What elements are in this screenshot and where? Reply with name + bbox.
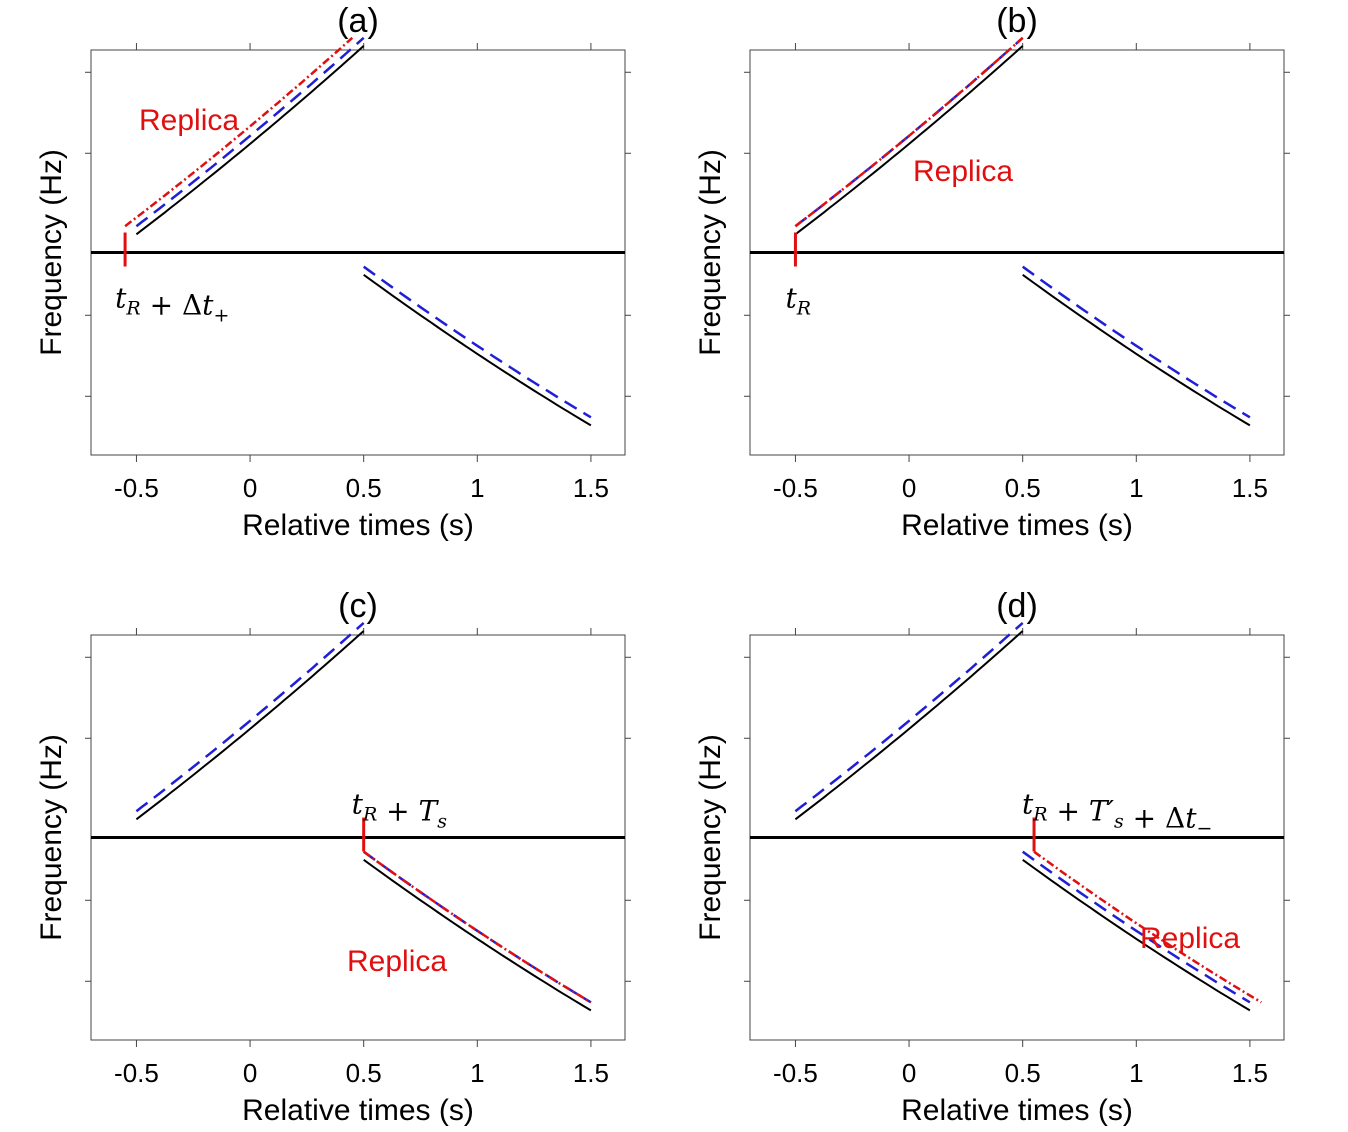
signal-down-curve [363,273,592,427]
x-tick-label: 1.5 [1232,473,1268,503]
y-axis-label: Frequency (Hz) [35,734,68,941]
replica-label: Replica [913,155,1013,188]
signal-down-curve [1022,858,1251,1012]
x-tick-label: -0.5 [773,473,818,503]
panel-title: (a) [337,2,379,40]
doppler-down-curve [362,265,592,419]
x-axis-label: Relative times (s) [901,1094,1133,1127]
panel-title: (b) [996,2,1038,40]
x-tick-label: 0.5 [1005,473,1041,503]
x-tick-label: 0 [243,1058,257,1088]
y-axis-label: Frequency (Hz) [694,734,727,941]
replica-curve [794,36,1024,228]
x-tick-label: 1 [1129,1058,1143,1088]
x-tick-label: 1.5 [573,473,609,503]
signal-down-curve [1022,273,1251,427]
marker-label: tR [785,282,811,320]
signal-up-curve [794,630,1024,821]
x-axis-label: Relative times (s) [242,1094,474,1127]
replica-curve [362,850,592,1004]
signal-down-curve [363,858,592,1012]
marker-label: tR + Δt+ [115,282,229,327]
x-tick-label: -0.5 [114,1058,159,1088]
y-axis-label: Frequency (Hz) [694,149,727,356]
panel-title: (d) [996,587,1038,625]
x-tick-label: -0.5 [114,473,159,503]
x-tick-label: 0 [902,1058,916,1088]
doppler-up-curve [135,621,365,813]
x-tick-label: 0.5 [346,473,382,503]
doppler-up-curve [135,36,365,228]
doppler-up-curve [794,621,1024,813]
x-tick-label: 1 [1129,473,1143,503]
x-tick-label: 1.5 [573,1058,609,1088]
doppler-up-curve [794,36,1024,228]
panel-2: -0.5 0 0.5 1 1.5 (b) Relative times (s) Frequen… [694,2,1290,542]
x-tick-label: 0 [902,473,916,503]
panel-3: -0.5 0 0.5 1 1.5 (c) Relative times (s) Frequen… [35,587,631,1127]
x-tick-label: 0.5 [1005,1058,1041,1088]
doppler-down-curve [1021,850,1251,1004]
signal-up-curve [794,45,1024,236]
x-tick-label: 1 [470,1058,484,1088]
signal-up-curve [135,630,365,821]
replica-curve [124,36,354,228]
replica-label: Replica [1140,922,1240,955]
x-axis-label: Relative times (s) [901,509,1133,542]
marker-label: tR + T′s + Δt− [1022,788,1212,840]
x-tick-label: 1 [470,473,484,503]
panel-title: (c) [338,587,378,625]
x-tick-label: -0.5 [773,1058,818,1088]
replica-label: Replica [139,104,239,137]
signal-up-curve [135,45,365,236]
x-tick-label: 0 [243,473,257,503]
replica-curve [1033,850,1262,1004]
panel-4: -0.5 0 0.5 1 1.5 (d) Relative times (s) Frequen… [694,587,1290,1127]
y-axis-label: Frequency (Hz) [35,149,68,356]
x-tick-label: 0.5 [346,1058,382,1088]
x-axis-label: Relative times (s) [242,509,474,542]
replica-label: Replica [347,945,447,978]
marker-label: tR + Ts [352,788,448,833]
doppler-down-curve [1021,265,1251,419]
panel-1: -0.5 0 0.5 1 1.5 (a) Relative times (s) Frequen… [35,2,631,542]
x-tick-label: 1.5 [1232,1058,1268,1088]
doppler-down-curve [362,850,592,1004]
